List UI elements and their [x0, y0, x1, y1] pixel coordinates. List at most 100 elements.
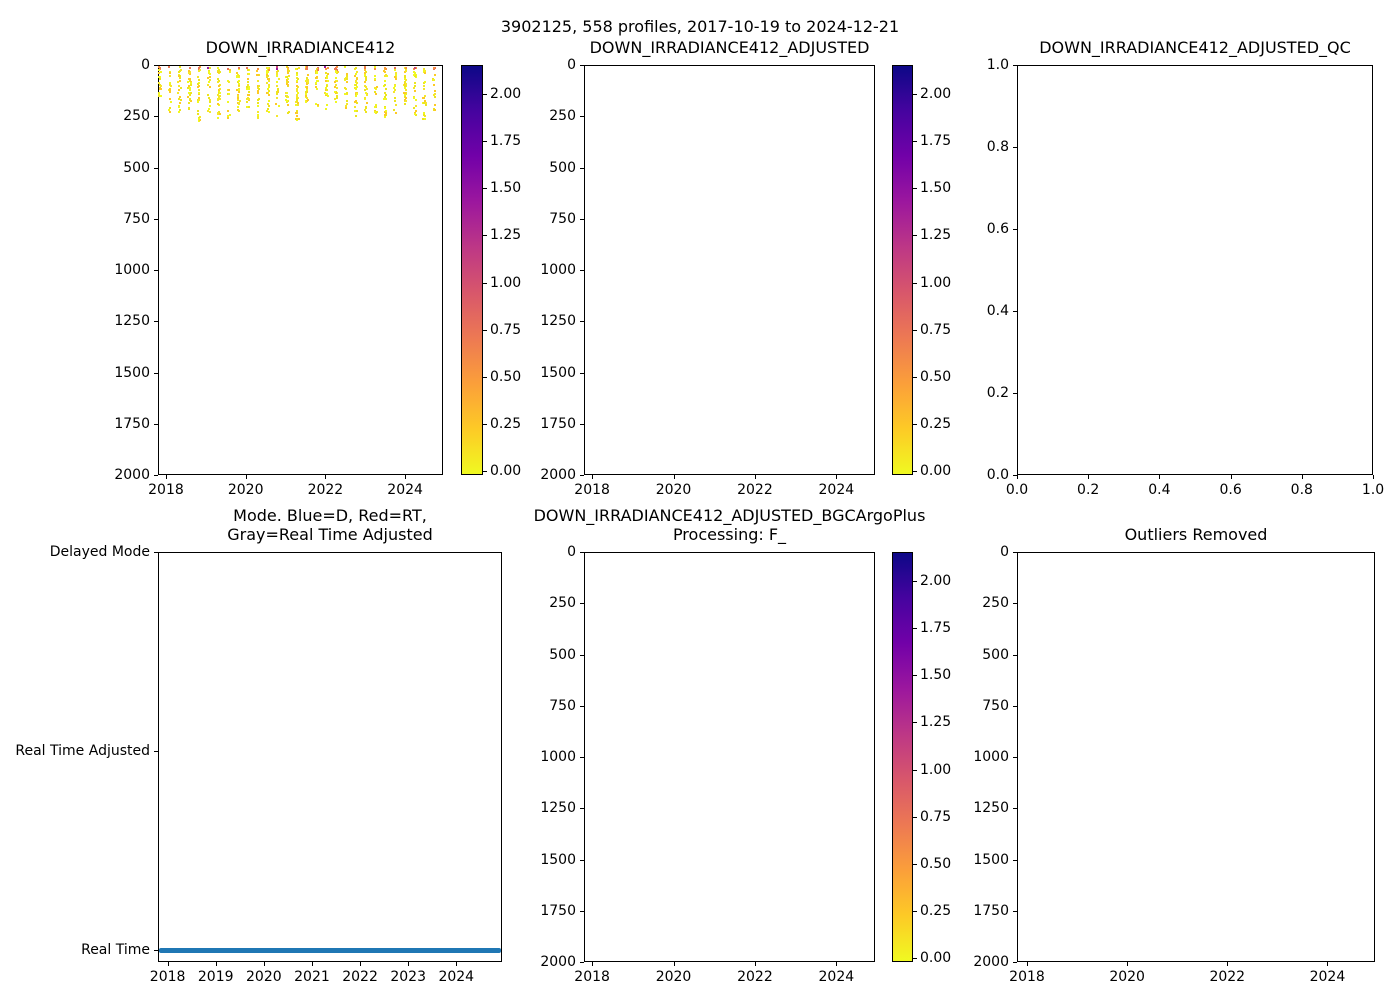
- scatter-point: [169, 111, 172, 114]
- scatter-point: [324, 66, 327, 69]
- scatter-point: [237, 95, 239, 98]
- scatter-point: [324, 91, 327, 94]
- scatter-point: [287, 67, 290, 70]
- scatter-point: [256, 99, 259, 101]
- colorbar-tick-mark: [913, 141, 917, 143]
- scatter-point: [197, 76, 200, 79]
- scatter-point: [197, 100, 200, 103]
- scatter-point: [424, 95, 427, 98]
- scatter-point: [197, 98, 199, 101]
- scatter-point: [314, 85, 317, 88]
- scatter-point: [363, 68, 366, 71]
- scatter-point: [188, 108, 191, 111]
- scatter-point: [277, 77, 280, 80]
- colorbar-top-middle: [892, 65, 913, 475]
- scatter-point: [315, 77, 317, 80]
- scatter-point: [198, 99, 201, 102]
- scatter-point: [336, 68, 338, 71]
- x-tick-label: 2021: [294, 969, 330, 985]
- scatter-point: [178, 85, 181, 88]
- scatter-point: [287, 70, 290, 73]
- scatter-point: [217, 67, 220, 70]
- x-tick-mark: [263, 962, 265, 966]
- scatter-point: [405, 84, 408, 87]
- scatter-point: [296, 90, 299, 93]
- scatter-point: [375, 87, 378, 90]
- scatter-point: [285, 100, 288, 103]
- scatter-point: [286, 84, 289, 87]
- scatter-point: [374, 93, 377, 96]
- scatter-point: [168, 87, 171, 90]
- scatter-point: [297, 101, 300, 104]
- scatter-point: [206, 109, 209, 112]
- scatter-point: [375, 111, 378, 114]
- scatter-point: [304, 79, 307, 82]
- scatter-point: [188, 92, 190, 95]
- scatter-point: [306, 81, 309, 84]
- scatter-point: [383, 111, 386, 114]
- colorbar-tick-mark: [483, 188, 487, 190]
- scatter-point: [159, 67, 162, 70]
- x-tick-label: 2024: [818, 969, 855, 985]
- y-tick-mark: [580, 552, 584, 553]
- x-tick-mark: [1159, 475, 1161, 479]
- scatter-point: [268, 83, 270, 86]
- colorbar-tick-mark: [913, 863, 917, 865]
- scatter-point: [414, 75, 417, 78]
- scatter-point: [326, 79, 329, 82]
- scatter-point: [158, 81, 161, 84]
- scatter-point: [414, 82, 417, 84]
- scatter-point: [237, 102, 240, 105]
- scatter-point: [422, 114, 425, 117]
- scatter-point: [296, 115, 299, 117]
- colorbar-tick-mark: [483, 329, 487, 331]
- colorbar-tick-label: 1.50: [490, 180, 522, 197]
- scatter-point: [187, 95, 190, 98]
- scatter-point: [354, 80, 357, 83]
- colorbar-tick-label: 0.25: [920, 415, 952, 432]
- scatter-point: [384, 80, 387, 82]
- scatter-point: [305, 100, 307, 103]
- scatter-point: [373, 74, 376, 77]
- colorbar-tick-label: 2.00: [490, 86, 522, 102]
- scatter-point: [198, 118, 201, 121]
- y-tick-label: 1500: [540, 851, 576, 868]
- scatter-point: [424, 72, 427, 75]
- scatter-point: [237, 74, 240, 77]
- colorbar-tick-mark: [483, 235, 487, 237]
- colorbar-tick-label: 0.75: [490, 321, 522, 338]
- scatter-point: [246, 100, 249, 103]
- y-tick-mark: [580, 757, 584, 758]
- scatter-point: [306, 99, 308, 102]
- scatter-point: [434, 92, 436, 95]
- scatter-point: [198, 66, 201, 69]
- subplot-title-bottom-left: Mode. Blue=D, Red=RT, Gray=Real Time Adj…: [227, 506, 433, 544]
- scatter-point: [334, 91, 337, 94]
- colorbar-tick-mark: [913, 94, 917, 95]
- scatter-point: [169, 83, 172, 86]
- scatter-point: [346, 93, 349, 96]
- scatter-point: [413, 72, 416, 75]
- y-tick-mark: [1013, 962, 1017, 963]
- scatter-point: [345, 81, 348, 84]
- scatter-point: [208, 72, 211, 75]
- scatter-point: [189, 86, 192, 89]
- scatter-point: [383, 70, 386, 73]
- scatter-point: [414, 84, 416, 87]
- scatter-point: [335, 70, 338, 73]
- scatter-point: [413, 107, 416, 110]
- scatter-point: [256, 116, 259, 119]
- colorbar-tick-mark: [913, 471, 917, 472]
- x-tick-label: 2023: [390, 969, 426, 985]
- scatter-point: [189, 81, 192, 84]
- y-tick-mark: [1013, 147, 1017, 148]
- scatter-point: [218, 92, 221, 95]
- colorbar-tick-mark: [913, 581, 917, 582]
- scatter-point: [325, 72, 328, 75]
- scatter-point: [197, 120, 200, 123]
- scatter-point: [336, 94, 339, 97]
- y-tick-label: 1250: [114, 313, 150, 330]
- scatter-point: [207, 81, 210, 84]
- scatter-point: [414, 74, 417, 77]
- scatter-point: [160, 88, 163, 91]
